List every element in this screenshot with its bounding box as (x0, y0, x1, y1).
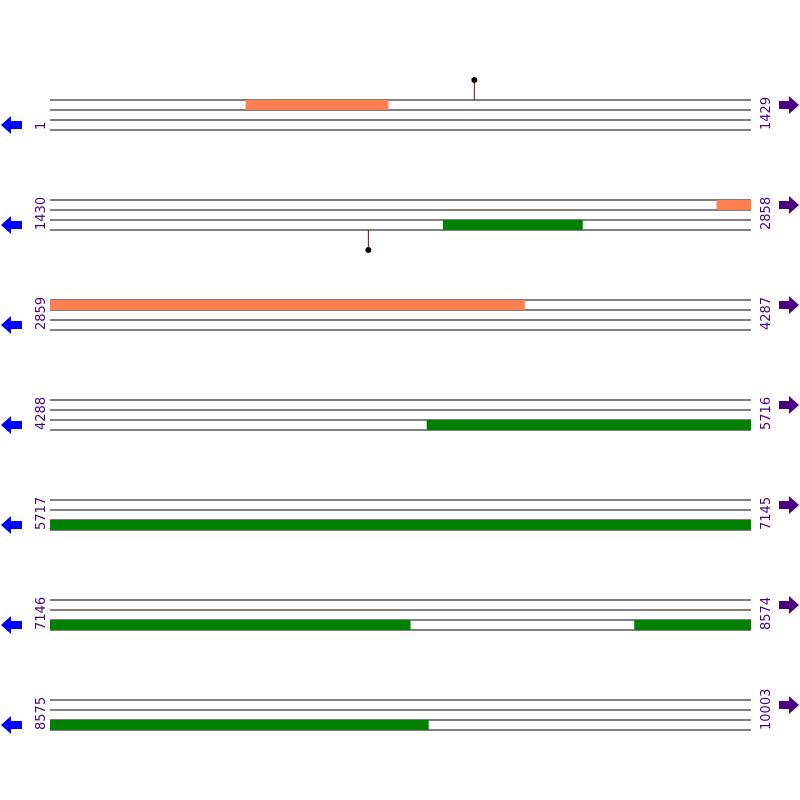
row-end-label: 10003 (759, 689, 774, 730)
orange-feature-bar (50, 300, 525, 310)
row-end-label: 4287 (759, 297, 774, 330)
row-start-label: 5717 (34, 497, 49, 530)
arrow-left-icon (1, 316, 22, 334)
row-start-label: 4288 (34, 397, 49, 430)
arrow-left-icon (1, 416, 22, 434)
row-start-label: 1430 (34, 197, 49, 230)
arrow-right-icon (779, 396, 799, 414)
row-end-label: 2858 (759, 197, 774, 230)
arrow-right-icon (779, 296, 799, 314)
arrow-left-icon (1, 716, 22, 734)
arrow-right-icon (779, 96, 799, 114)
green-feature-bar (50, 620, 411, 630)
arrow-left-icon (1, 216, 22, 234)
arrow-left-icon (1, 116, 22, 134)
row-start-label: 8575 (34, 697, 49, 730)
row-end-label: 5716 (759, 397, 774, 430)
row-start-label: 7146 (34, 597, 49, 630)
site-marker (471, 77, 478, 83)
green-feature-bar (634, 620, 751, 630)
row-end-label: 1429 (759, 97, 774, 130)
green-feature-bar (50, 720, 429, 730)
green-feature-bar (50, 520, 751, 530)
orange-feature-bar (245, 100, 389, 110)
row-start-label: 2859 (34, 297, 49, 330)
arrow-left-icon (1, 616, 22, 634)
arrow-right-icon (779, 496, 799, 514)
arrow-left-icon (1, 516, 22, 534)
site-marker (365, 247, 372, 253)
arrow-right-icon (779, 596, 799, 614)
green-feature-bar (442, 220, 583, 230)
row-start-label: 1 (34, 122, 49, 130)
orange-feature-bar (716, 200, 751, 210)
arrow-right-icon (779, 696, 799, 714)
arrow-right-icon (779, 196, 799, 214)
row-end-label: 8574 (759, 597, 774, 630)
row-end-label: 7145 (759, 497, 774, 530)
green-feature-bar (426, 420, 751, 430)
